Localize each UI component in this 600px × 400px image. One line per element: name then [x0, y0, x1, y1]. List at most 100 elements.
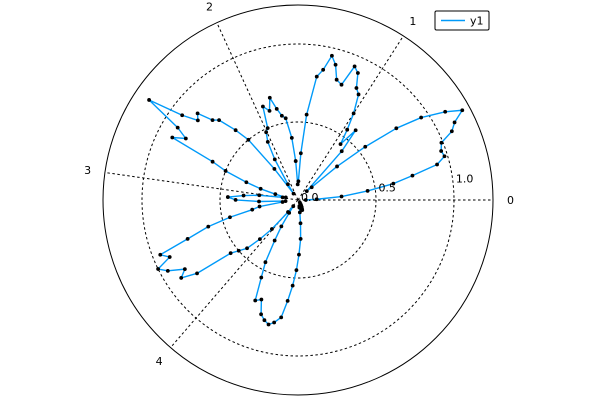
series-point	[321, 67, 326, 72]
series-point	[228, 215, 232, 220]
series-point	[460, 108, 465, 113]
series-point	[167, 255, 172, 259]
series-layer	[147, 53, 465, 327]
outer-boundary	[102, 4, 494, 396]
series-point	[339, 149, 344, 154]
series-point	[245, 246, 249, 251]
series-point	[270, 227, 274, 231]
angle-tick-label: 3	[84, 164, 91, 177]
series-point	[356, 71, 360, 75]
series-point	[334, 77, 339, 82]
series-point	[179, 276, 184, 280]
radial-tick-label: 0.5	[378, 182, 396, 195]
series-point	[298, 221, 303, 226]
series-point	[309, 185, 314, 190]
series-point	[266, 322, 271, 327]
series-point	[236, 248, 241, 253]
series-point	[244, 180, 249, 185]
series-point	[419, 115, 424, 120]
series-point	[210, 159, 215, 164]
series-point	[442, 154, 447, 159]
series-point	[217, 118, 221, 122]
tick-labels: 0 1 2 3 4 0.0 0.5 1.0	[84, 1, 514, 368]
series-point	[158, 252, 163, 257]
radial-tick-label: 1.0	[456, 172, 474, 185]
series-point	[279, 224, 284, 229]
series-point	[280, 195, 285, 200]
series-point	[296, 179, 301, 184]
series-point	[263, 260, 268, 265]
radial-grid-circle-1	[219, 121, 377, 279]
series-point	[195, 118, 200, 123]
series-point	[165, 268, 170, 273]
series-point	[262, 318, 267, 323]
series-point	[290, 283, 295, 288]
series-point	[287, 210, 292, 215]
series-point	[443, 109, 448, 114]
series-point	[452, 120, 457, 125]
series-point	[267, 95, 272, 100]
series-point	[353, 128, 358, 133]
angle-tick-label: 2	[206, 1, 213, 14]
series-point	[289, 136, 294, 140]
series-point	[298, 151, 303, 156]
series-point	[356, 92, 361, 97]
series-point	[298, 237, 303, 241]
series-point	[228, 251, 233, 256]
series-point	[297, 210, 302, 215]
series-point	[274, 106, 279, 111]
series-point	[439, 149, 444, 153]
series-point	[363, 144, 368, 149]
series-point	[295, 182, 300, 187]
series-point	[272, 238, 277, 243]
series-point	[291, 204, 296, 209]
series-point	[330, 53, 334, 58]
series-point	[314, 197, 319, 202]
angular-grid-line-1	[297, 35, 404, 201]
series-point	[391, 181, 396, 186]
series-point	[279, 315, 284, 320]
series-point	[223, 169, 228, 173]
series-point	[257, 204, 262, 209]
series-point	[258, 186, 263, 191]
series-point	[156, 267, 161, 271]
series-point	[259, 312, 263, 317]
series-point	[283, 195, 288, 200]
series-point	[435, 162, 439, 167]
series-point	[175, 125, 180, 130]
series-point	[283, 199, 288, 204]
series-point	[250, 207, 255, 212]
series-point	[449, 129, 454, 134]
series-point	[265, 139, 270, 144]
series-point	[233, 198, 238, 202]
series-point	[264, 130, 269, 135]
series-point	[272, 167, 277, 171]
series-point	[272, 320, 277, 325]
series-point	[267, 108, 272, 113]
series-point	[279, 113, 284, 118]
series-point	[195, 271, 199, 276]
series-point	[365, 189, 370, 193]
series-point	[439, 140, 444, 145]
series-point	[170, 135, 175, 140]
series-point	[283, 116, 288, 121]
series-point	[185, 236, 190, 241]
series-point	[246, 137, 251, 142]
series-point	[304, 189, 309, 194]
series-point	[354, 86, 359, 90]
series-point	[258, 237, 262, 242]
series-point	[241, 193, 246, 198]
series-point	[286, 182, 290, 187]
series-point	[303, 198, 308, 202]
series-point	[338, 142, 343, 147]
series-point	[273, 192, 278, 197]
series-point	[183, 136, 188, 141]
series-point	[333, 62, 338, 67]
series-point	[345, 127, 350, 132]
series-point	[293, 159, 298, 163]
series-point	[297, 252, 301, 257]
series-point	[265, 126, 270, 131]
series-point	[261, 104, 265, 109]
series-point	[304, 112, 309, 117]
angle-tick-label: 1	[409, 15, 416, 28]
